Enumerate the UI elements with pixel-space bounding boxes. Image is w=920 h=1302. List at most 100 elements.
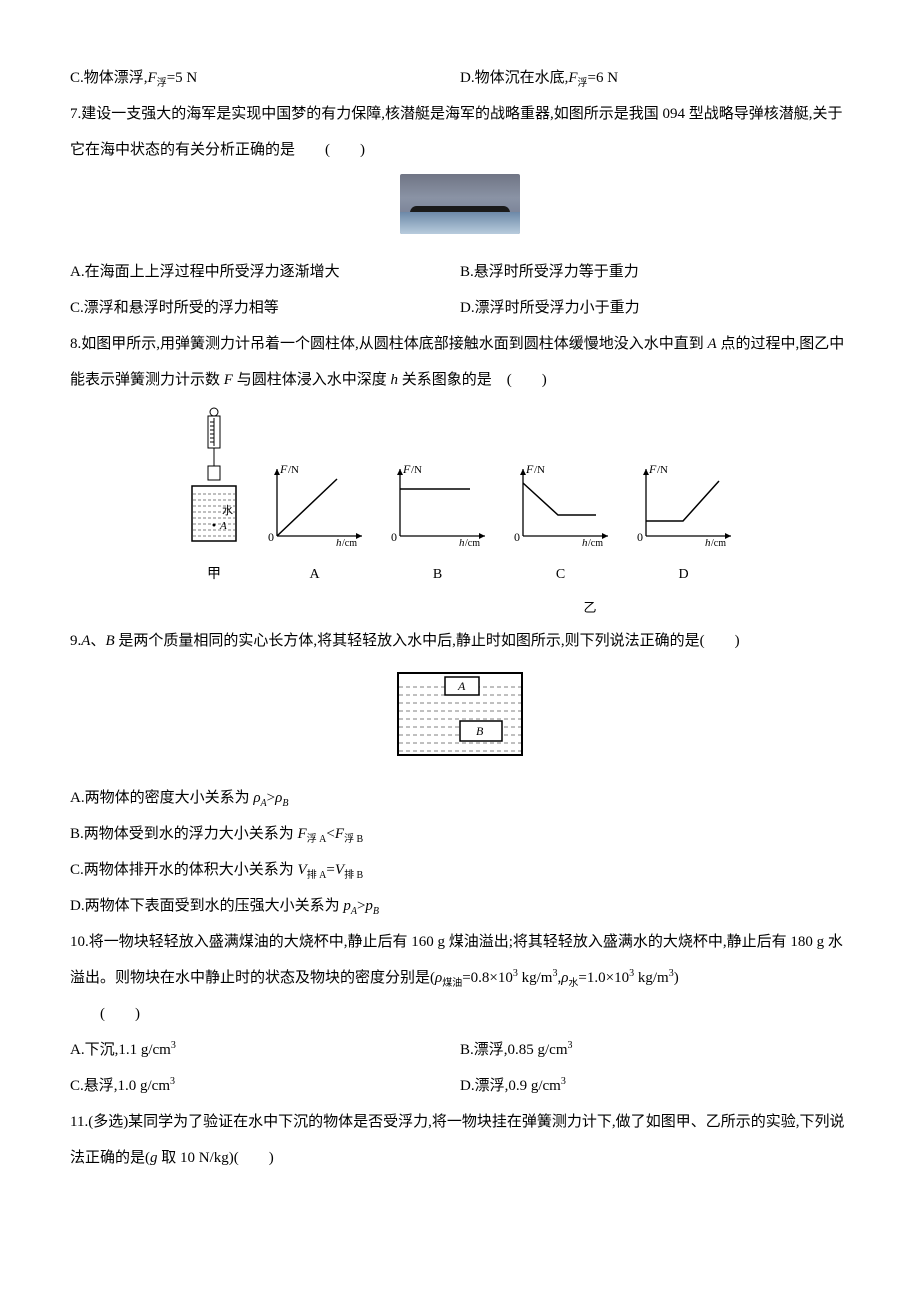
q10-option-d: D.漂浮,0.9 g/cm3 — [460, 1068, 850, 1104]
q8-s3: 与圆柱体浸入水中深度 — [233, 372, 391, 388]
q8-stem: 8.如图甲所示,用弹簧测力计吊着一个圆柱体,从圆柱体底部接触水面到圆柱体缓慢地没… — [70, 326, 850, 398]
q10c-e: 3 — [170, 1076, 175, 1087]
q6c-text: C.物体漂浮, — [70, 70, 148, 86]
q8-label-b: B — [385, 558, 490, 592]
svg-text:/N: /N — [657, 464, 668, 476]
q8-s1: 8.如图甲所示,用弹簧测力计吊着一个圆柱体,从圆柱体底部接触水面到圆柱体缓慢地没… — [70, 336, 708, 352]
q8-sF: F — [224, 372, 233, 388]
q9-option-b: B.两物体受到水的浮力大小关系为 F浮 A<F浮 B — [70, 816, 850, 852]
q9a-gt: > — [267, 790, 275, 806]
q8-label-a: A — [262, 558, 367, 592]
q10-rou: kg/m — [518, 970, 553, 986]
q8-graph-a: F/N h/cm 0 A — [262, 461, 367, 592]
q9-sB: B — [105, 633, 114, 649]
q9b-FB: F — [335, 826, 344, 842]
q9-option-a: A.两物体的密度大小关系为 ρA>ρB — [70, 780, 850, 816]
q6-option-d: D.物体沉在水底,F浮=6 N — [460, 60, 850, 96]
q9b-t: B.两物体受到水的浮力大小关系为 — [70, 826, 298, 842]
q8-label-c: C — [508, 558, 613, 592]
q10-stem: 10.将一物块轻轻放入盛满煤油的大烧杯中,静止后有 160 g 煤油溢出;将其轻… — [70, 924, 850, 996]
q9b-lt: < — [326, 826, 334, 842]
q9d-pA: p — [343, 898, 351, 914]
q7-option-a: A.在海面上上浮过程中所受浮力逐渐增大 — [70, 254, 460, 290]
q8-sh: h — [390, 372, 398, 388]
q7-option-d: D.漂浮时所受浮力小于重力 — [460, 290, 850, 326]
spring-scale-icon: 水 A — [184, 406, 244, 546]
q9a-rA: ρ — [253, 790, 260, 806]
q7-option-b: B.悬浮时所受浮力等于重力 — [460, 254, 850, 290]
q9-s1: 9. — [70, 633, 81, 649]
q9b-FA: F — [298, 826, 307, 842]
svg-text:/N: /N — [534, 464, 545, 476]
q6d-var: F — [568, 70, 577, 86]
submarine-icon — [400, 174, 520, 234]
svg-text:/cm: /cm — [711, 538, 726, 546]
q10-se: ) — [674, 970, 679, 986]
q10-option-c: C.悬浮,1.0 g/cm3 — [70, 1068, 460, 1104]
q9d-pB: p — [365, 898, 373, 914]
svg-text:A: A — [457, 679, 466, 693]
q9-stem: 9.A、B 是两个质量相同的实心长方体,将其轻轻放入水中后,静止时如图所示,则下… — [70, 623, 850, 659]
svg-text:F: F — [525, 462, 534, 476]
q8-graph-d: F/N h/cm 0 D — [631, 461, 736, 592]
svg-text:A: A — [219, 520, 227, 532]
q9-s3: 是两个质量相同的实心长方体,将其轻轻放入水中后,静止时如图所示,则下列说法正确的… — [115, 633, 740, 649]
q9d-t: D.两物体下表面受到水的压强大小关系为 — [70, 898, 343, 914]
q9a-sB: B — [282, 798, 288, 809]
q8-label-yi: 乙 — [583, 600, 596, 615]
svg-text:F: F — [279, 462, 288, 476]
q10a-e: 3 — [171, 1040, 176, 1051]
q10-rws: 水 — [568, 978, 578, 989]
q6d-sub: 浮 — [578, 78, 588, 89]
q8-setup-jia: 水 A 甲 — [184, 406, 244, 592]
svg-text:/N: /N — [288, 464, 299, 476]
q11-gv: 取 10 N/kg)( ) — [158, 1150, 274, 1166]
q6-option-c: C.物体漂浮,F浮=5 N — [70, 60, 460, 96]
svg-text:水: 水 — [222, 504, 233, 517]
svg-text:F: F — [402, 462, 411, 476]
svg-text:/cm: /cm — [588, 538, 603, 546]
q6c-sub: 浮 — [157, 78, 167, 89]
q9-s2: 、 — [90, 633, 105, 649]
q9-option-c: C.两物体排开水的体积大小关系为 V排 A=V排 B — [70, 852, 850, 888]
svg-text:0: 0 — [391, 530, 397, 544]
q9-figure: A B — [70, 665, 850, 774]
svg-text:/cm: /cm — [342, 538, 357, 546]
svg-text:/N: /N — [411, 464, 422, 476]
q8-s4: 关系图象的是 ( ) — [398, 372, 547, 388]
q10d-e: 3 — [561, 1076, 566, 1087]
q7-stem: 7.建设一支强大的海军是实现中国梦的有力保障,核潜艇是海军的战略重器,如图所示是… — [70, 96, 850, 168]
q9c-t: C.两物体排开水的体积大小关系为 — [70, 862, 298, 878]
q11-stem: 11.(多选)某同学为了验证在水中下沉的物体是否受浮力,将一物块挂在弹簧测力计下… — [70, 1104, 850, 1176]
q10c-t: C.悬浮,1.0 g/cm — [70, 1078, 170, 1094]
q8-figure: 水 A 甲 F/N h/cm 0 A — [70, 406, 850, 623]
q7-figure — [70, 174, 850, 248]
q6c-var: F — [148, 70, 157, 86]
q8-label-jia: 甲 — [184, 558, 244, 592]
q10-options-ab: A.下沉,1.1 g/cm3 B.漂浮,0.85 g/cm3 — [70, 1032, 850, 1068]
q9c-VB: V — [335, 862, 344, 878]
svg-text:F: F — [648, 462, 657, 476]
q8-graph-b: F/N h/cm 0 B — [385, 461, 490, 592]
q10b-t: B.漂浮,0.85 g/cm — [460, 1042, 568, 1058]
q10b-e: 3 — [568, 1040, 573, 1051]
q7-option-c: C.漂浮和悬浮时所受的浮力相等 — [70, 290, 460, 326]
q6c-val: =5 N — [167, 70, 198, 86]
q10-options-cd: C.悬浮,1.0 g/cm3 D.漂浮,0.9 g/cm3 — [70, 1068, 850, 1104]
q10-option-a: A.下沉,1.1 g/cm3 — [70, 1032, 460, 1068]
q9c-sVA: 排 A — [307, 870, 327, 881]
svg-text:B: B — [476, 724, 484, 738]
q10-rov: =0.8×10 — [462, 970, 513, 986]
q9d-spB: B — [373, 906, 379, 917]
svg-text:0: 0 — [268, 530, 274, 544]
svg-text:/cm: /cm — [465, 538, 480, 546]
q10a-t: A.下沉,1.1 g/cm — [70, 1042, 171, 1058]
q10d-t: D.漂浮,0.9 g/cm — [460, 1078, 561, 1094]
q8-graph-c: F/N h/cm 0 C — [508, 461, 613, 592]
q9b-sFA: 浮 A — [307, 834, 327, 845]
svg-text:0: 0 — [514, 530, 520, 544]
q9-option-d: D.两物体下表面受到水的压强大小关系为 pA>pB — [70, 888, 850, 924]
q10-option-b: B.漂浮,0.85 g/cm3 — [460, 1032, 850, 1068]
svg-text:0: 0 — [637, 530, 643, 544]
q9c-VA: V — [298, 862, 307, 878]
